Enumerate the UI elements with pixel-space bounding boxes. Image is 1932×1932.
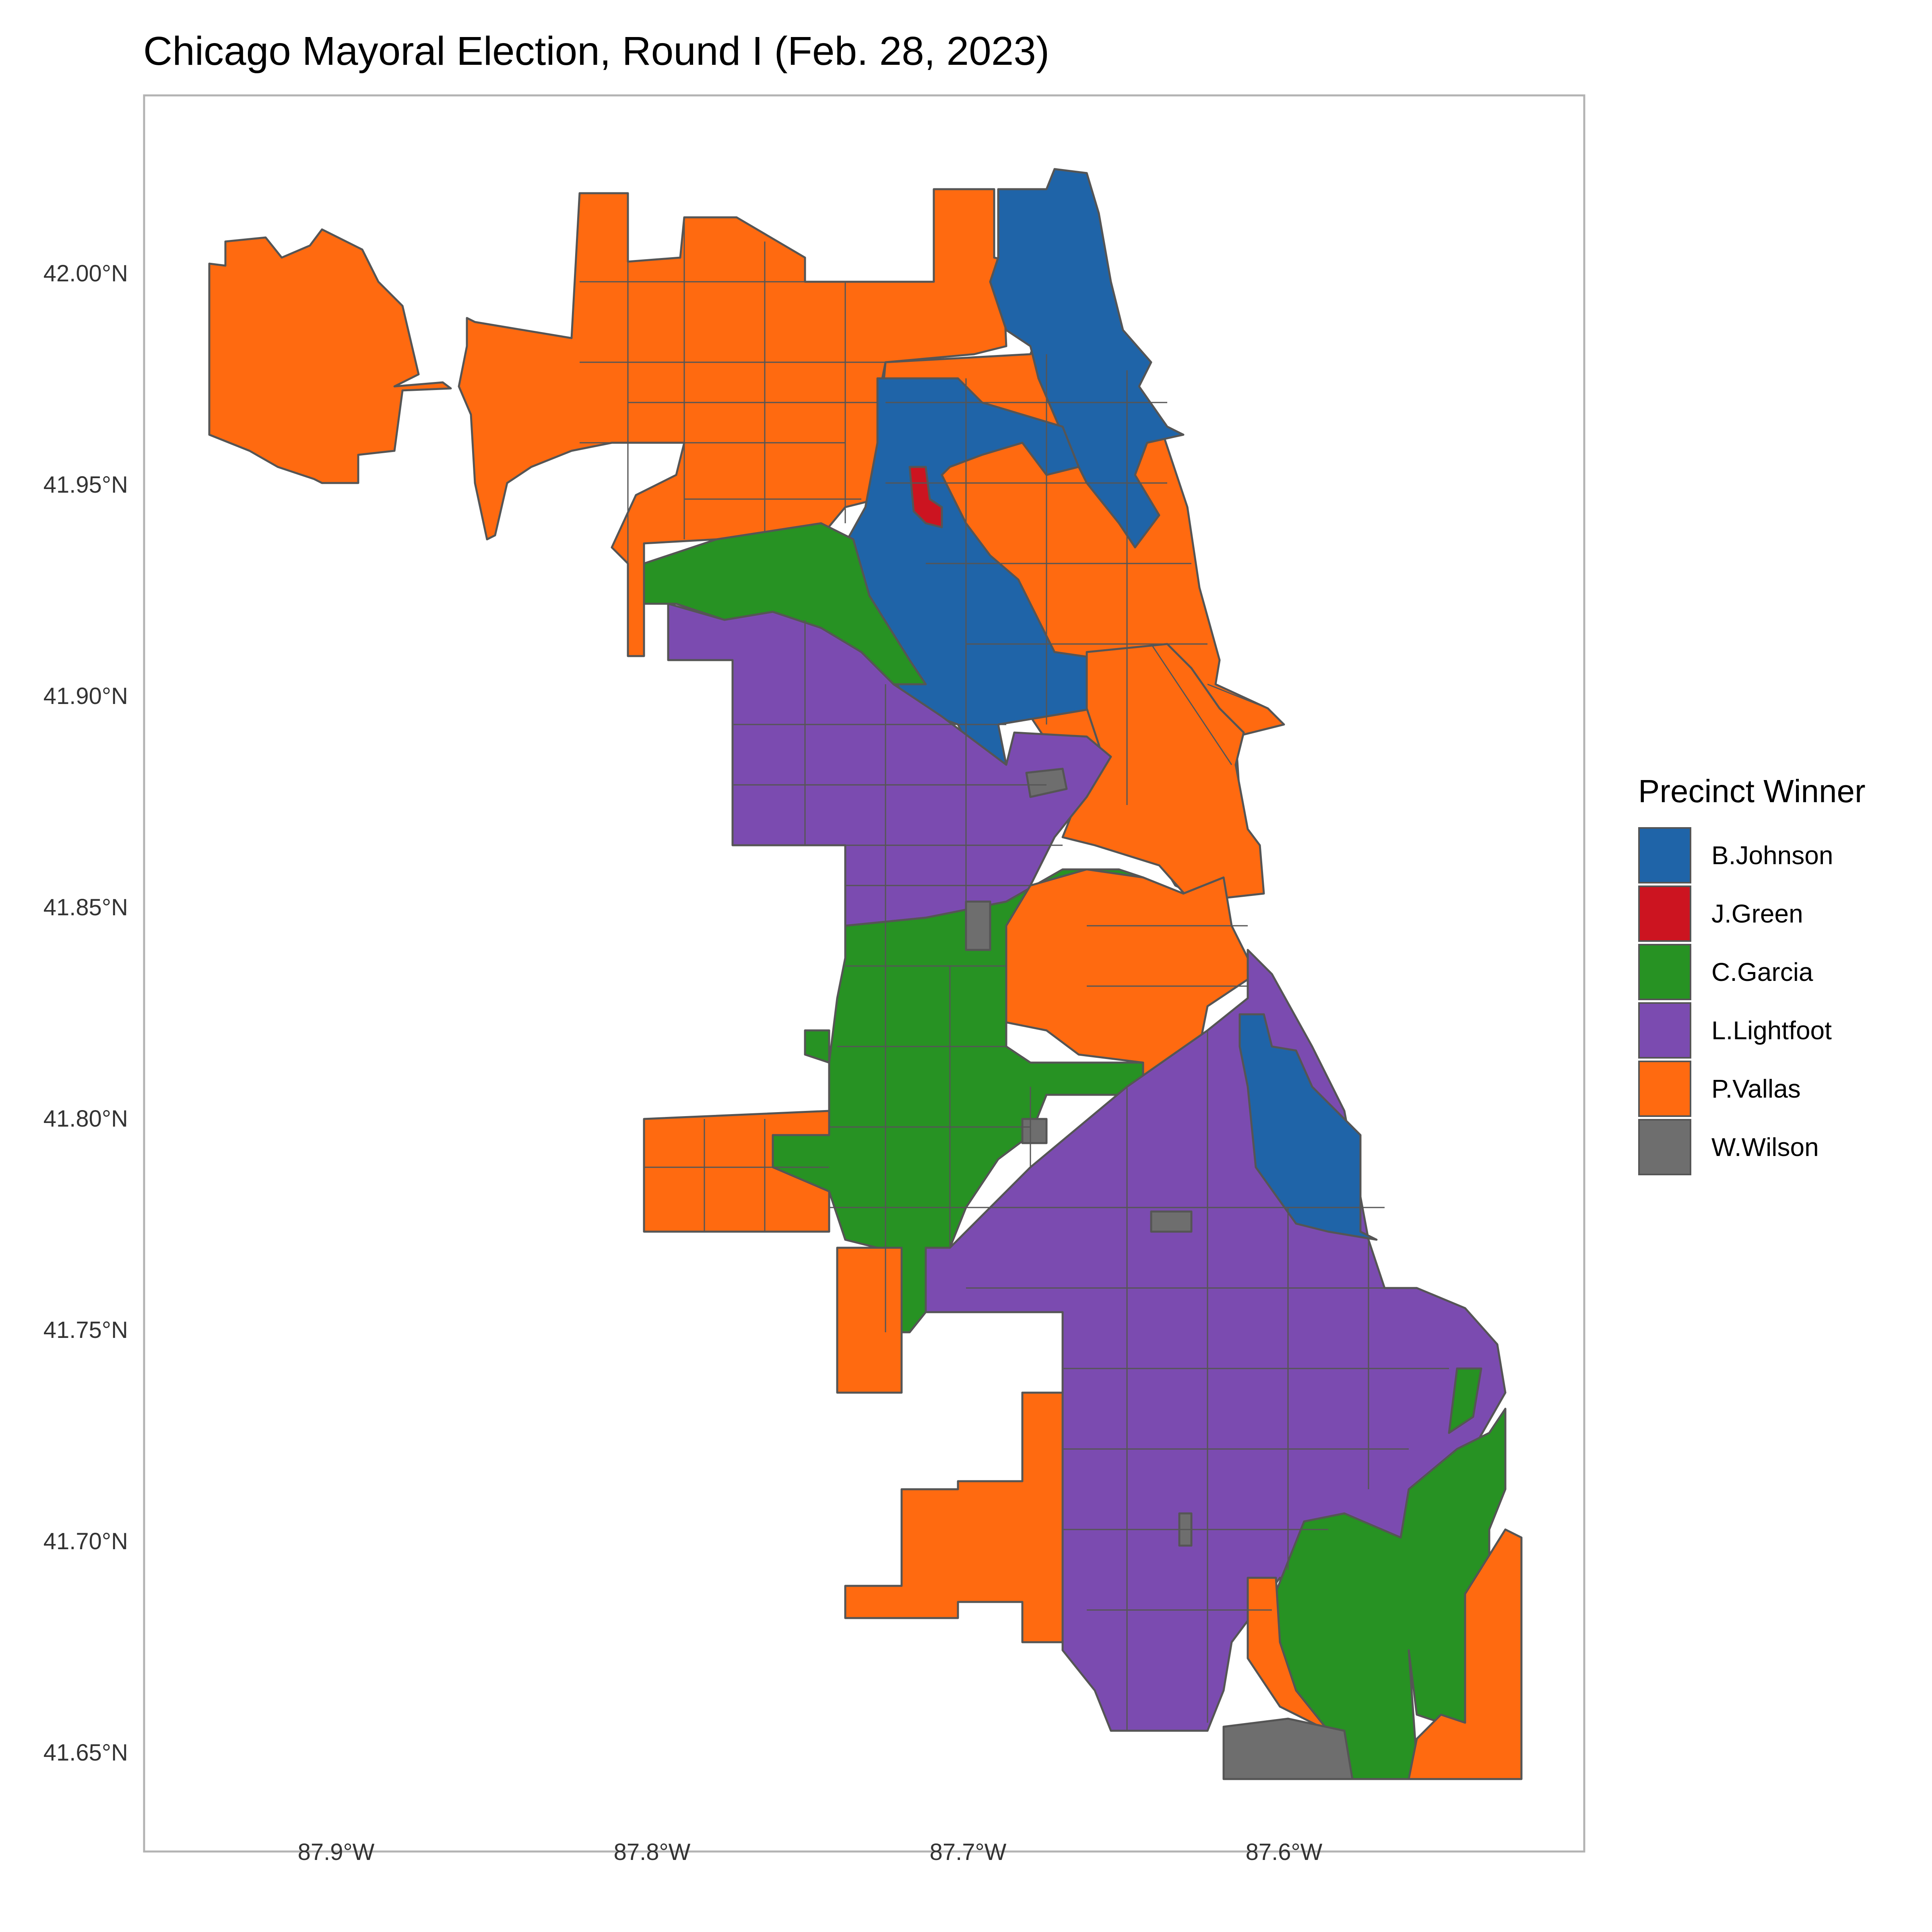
y-tick-label: 41.85°N — [43, 894, 128, 921]
region-wilson-precinct-5[interactable] — [1150, 1210, 1193, 1233]
region-wilson-precinct-4[interactable] — [1021, 1118, 1048, 1144]
legend-item: L.Lightfoot — [1638, 1001, 1866, 1059]
y-tick-label: 42.00°N — [43, 260, 128, 287]
legend-item: P.Vallas — [1638, 1059, 1866, 1118]
legend-label: P.Vallas — [1711, 1074, 1801, 1103]
precinct-boundary-lines — [580, 217, 1449, 1731]
legend-swatch — [1638, 943, 1691, 1000]
region-north-lakefront[interactable] — [989, 168, 1185, 549]
legend-item: J.Green — [1638, 884, 1866, 943]
y-tick-label: 41.90°N — [43, 683, 128, 709]
legend-title: Precinct Winner — [1638, 773, 1866, 809]
legend-label: B.Johnson — [1711, 840, 1833, 870]
chart-title: Chicago Mayoral Election, Round I (Feb. … — [143, 29, 1050, 74]
region-far-southeast-vallas[interactable] — [1247, 1528, 1523, 1780]
y-tick-label: 41.75°N — [43, 1317, 128, 1343]
region-far-southwest-vallas-2[interactable] — [844, 1391, 1064, 1643]
region-far-southwest-vallas-1[interactable] — [836, 1247, 903, 1394]
map-panel-border — [143, 94, 1585, 1853]
legend-label: J.Green — [1711, 899, 1803, 928]
legend-swatch — [1638, 885, 1691, 942]
legend: Precinct Winner B.Johnson J.Green C.Garcia… — [1638, 773, 1866, 1176]
legend-items: B.Johnson J.Green C.Garcia L.Lightfoot P.Val… — [1638, 826, 1866, 1176]
region-wilson-precinct-3[interactable] — [965, 900, 991, 951]
legend-swatch — [1638, 1002, 1691, 1059]
region-hyde-park-lakefront[interactable] — [1238, 1013, 1378, 1241]
legend-item: B.Johnson — [1638, 826, 1866, 884]
legend-swatch — [1638, 1060, 1691, 1117]
legend-label: W.Wilson — [1711, 1132, 1819, 1162]
x-tick-label: 87.9°W — [297, 1839, 375, 1865]
region-green-precinct[interactable] — [908, 466, 943, 528]
y-tick-label: 41.80°N — [43, 1106, 128, 1132]
legend-swatch — [1638, 827, 1691, 883]
region-wilson-precinct-1[interactable] — [1222, 1717, 1354, 1780]
legend-label: L.Lightfoot — [1711, 1016, 1832, 1045]
x-tick-label: 87.6°W — [1245, 1839, 1323, 1865]
legend-item: C.Garcia — [1638, 943, 1866, 1001]
legend-label: C.Garcia — [1711, 957, 1813, 987]
legend-item: W.Wilson — [1638, 1118, 1866, 1176]
region-northwest-side[interactable] — [458, 188, 1032, 657]
x-tick-label: 87.7°W — [929, 1839, 1007, 1865]
y-tick-label: 41.65°N — [43, 1740, 128, 1766]
precinct-regions — [208, 168, 1523, 1780]
region-far-northwest[interactable] — [208, 228, 452, 484]
region-wilson-precinct-2[interactable] — [1025, 768, 1068, 798]
x-tick-label: 87.8°W — [613, 1839, 691, 1865]
legend-swatch — [1638, 1119, 1691, 1175]
y-tick-label: 41.70°N — [43, 1528, 128, 1554]
y-tick-label: 41.95°N — [43, 472, 128, 498]
